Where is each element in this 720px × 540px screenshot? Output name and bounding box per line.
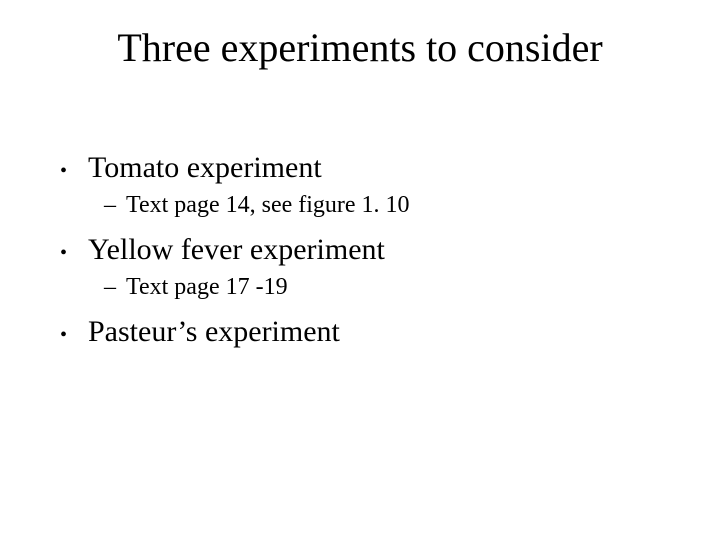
list-subitem-label: Text page 17 -19 [126, 274, 288, 301]
slide-body: • Tomato experiment – Text page 14, see … [60, 151, 720, 350]
list-item: • Yellow fever experiment [60, 233, 720, 268]
list-item-label: Pasteur’s experiment [88, 315, 340, 349]
list-item-label: Yellow fever experiment [88, 233, 385, 267]
bullet-icon: • [60, 156, 88, 186]
dash-icon: – [104, 274, 126, 301]
list-subitem: – Text page 17 -19 [104, 274, 720, 301]
list-item: • Tomato experiment [60, 151, 720, 186]
bullet-icon: • [60, 238, 88, 268]
bullet-icon: • [60, 320, 88, 350]
list-item: • Pasteur’s experiment [60, 315, 720, 350]
list-subitem-label: Text page 14, see figure 1. 10 [126, 192, 410, 219]
slide-title: Three experiments to consider [0, 0, 720, 71]
dash-icon: – [104, 192, 126, 219]
list-item-label: Tomato experiment [88, 151, 322, 185]
slide: Three experiments to consider • Tomato e… [0, 0, 720, 540]
list-subitem: – Text page 14, see figure 1. 10 [104, 192, 720, 219]
